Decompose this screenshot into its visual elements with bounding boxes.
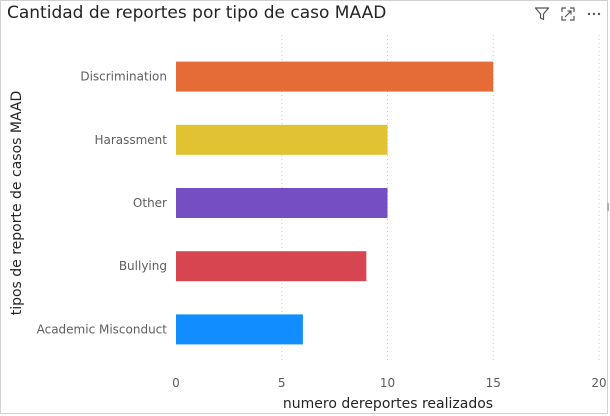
x-tick-label: 20 [591, 376, 606, 390]
bar-discrimination[interactable] [176, 61, 494, 92]
category-label: Other [133, 196, 167, 210]
visual-header-icons [533, 5, 603, 23]
bar-other[interactable] [176, 188, 388, 218]
category-labels: Discrimination Harassment Other Bullying Aca… [37, 70, 168, 337]
x-tick-label: 10 [380, 376, 395, 390]
resize-handle-right[interactable] [607, 203, 609, 211]
category-label: Discrimination [80, 70, 167, 84]
bars [176, 61, 494, 345]
x-axis-title: numero dereportes realizados [283, 396, 493, 412]
y-axis-title: tipos de reporte de casos MAAD [9, 91, 25, 316]
more-options-icon[interactable] [585, 5, 603, 23]
bar-bullying[interactable] [176, 251, 367, 282]
bar-academic-misconduct[interactable] [176, 314, 303, 345]
chart-title: Cantidad de reportes por tipo de caso MA… [7, 3, 387, 23]
x-tick-label: 15 [486, 376, 501, 390]
category-label: Academic Misconduct [37, 322, 168, 336]
category-label: Harassment [94, 133, 167, 147]
x-tick-label: 5 [278, 376, 286, 390]
bar-harassment[interactable] [176, 124, 388, 155]
x-tick-label: 0 [172, 376, 180, 390]
category-label: Bullying [119, 259, 167, 273]
filter-icon[interactable] [533, 5, 551, 23]
x-tick-labels: 0 5 10 15 20 [172, 376, 606, 390]
focus-mode-icon[interactable] [559, 5, 577, 23]
